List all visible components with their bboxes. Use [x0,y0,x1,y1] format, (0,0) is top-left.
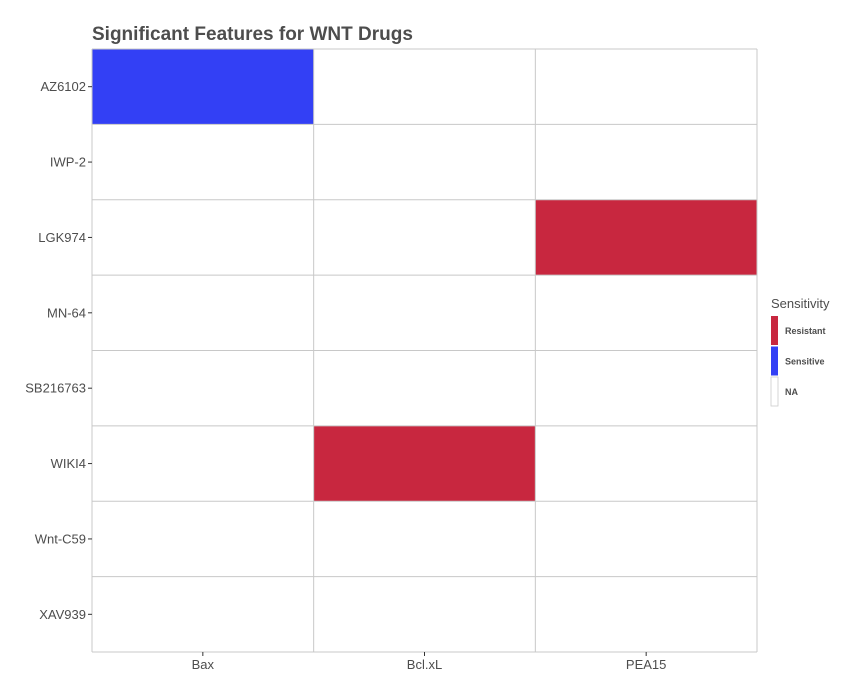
heatmap-cell-wnt-c59-bax [92,501,314,577]
legend-key-sensitive [771,346,778,376]
heatmap-cell-sb216763-pea15 [535,350,757,426]
legend-key-na [770,376,779,407]
y-axis: AZ6102 IWP-2 LGK974 MN-64 SB216763 WIKI4 Wnt-C… [25,79,92,622]
y-tick-label: IWP-2 [50,155,86,170]
heatmap-cell-lgk974-bax [92,199,314,276]
x-tick-label: Bcl.xL [407,657,442,672]
heatmap-cell-wnt-c59-bcl-xl [313,501,536,577]
y-tick-label: XAV939 [39,607,86,622]
heatmap-cell-iwp-2-bcl-xl [313,124,536,200]
heatmap-cell-xav939-bax [92,576,314,652]
heatmap-cell-wiki4-bax [92,425,314,502]
legend-label-sensitive: Sensitive [785,357,825,367]
heatmap-cell-az6102-bax [92,49,314,125]
heatmap-cell-xav939-bcl-xl [313,576,536,652]
heatmap-cell-mn-64-pea15 [535,275,757,351]
y-tick-label: MN-64 [47,305,86,320]
x-tick-label: PEA15 [626,657,666,672]
heatmap-cell-sb216763-bax [92,350,314,426]
y-tick-label: LGK974 [38,230,86,245]
heatmap-cell-sb216763-bcl-xl [313,350,536,426]
legend: Sensitivity Resistant Sensitive NA [770,296,830,407]
x-tick-label: Bax [192,657,215,672]
heatmap-cell-az6102-pea15 [535,49,757,125]
y-tick-label: Wnt-C59 [35,531,86,546]
chart-title: Significant Features for WNT Drugs [92,24,413,45]
y-tick-label: WIKI4 [51,456,86,471]
heatmap-cell-lgk974-bcl-xl [313,199,536,276]
heatmap-cells [92,49,757,652]
y-tick-label: AZ6102 [40,79,86,94]
heatmap-cell-iwp-2-bax [92,124,314,200]
heatmap-cell-wiki4-bcl-xl [313,425,536,502]
heatmap-cell-mn-64-bax [92,275,314,351]
legend-label-na: NA [785,387,798,397]
heatmap-cell-az6102-bcl-xl [313,49,536,125]
heatmap-cell-iwp-2-pea15 [535,124,757,200]
heatmap-cell-mn-64-bcl-xl [313,275,536,351]
heatmap-cell-lgk974-pea15 [535,199,757,276]
y-tick-label: SB216763 [25,381,86,396]
legend-title: Sensitivity [771,296,830,311]
legend-label-resistant: Resistant [785,326,826,336]
heatmap-cell-xav939-pea15 [535,576,757,652]
heatmap-cell-wiki4-pea15 [535,425,757,502]
heatmap-cell-wnt-c59-pea15 [535,501,757,577]
legend-key-resistant [771,316,778,345]
x-axis: Bax Bcl.xL PEA15 [192,652,666,672]
